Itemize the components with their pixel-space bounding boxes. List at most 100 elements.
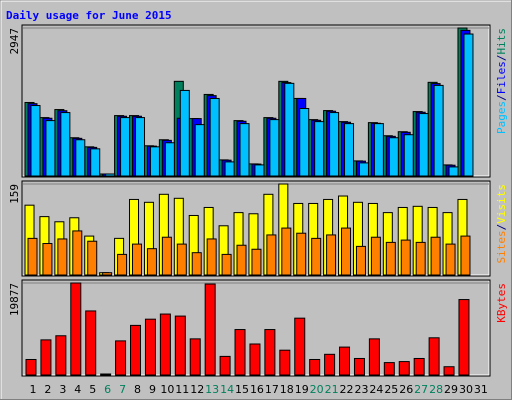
x-tick-label: 13 (205, 383, 219, 396)
chart-title: Daily usage for June 2015 (6, 9, 172, 22)
bar (430, 236, 441, 276)
legend-entry: KBytes (495, 283, 508, 323)
x-tick-label: 31 (474, 383, 488, 396)
bar (279, 349, 291, 376)
x-tick-label: 1 (30, 383, 37, 396)
x-tick-label: 30 (459, 383, 473, 396)
x-tick-label: 3 (59, 383, 66, 396)
x-tick-label: 15 (235, 383, 249, 396)
bar (45, 120, 56, 177)
x-tick-label: 12 (190, 383, 204, 396)
bar (353, 357, 365, 376)
bar (373, 123, 384, 177)
bar (443, 366, 455, 376)
bar (433, 84, 444, 177)
bar (75, 139, 86, 177)
bar (418, 113, 429, 177)
legend: Sites/Visits (495, 184, 508, 264)
x-tick-label: 6 (104, 383, 111, 396)
bar (174, 315, 186, 376)
bar (209, 97, 220, 177)
x-tick-label: 20 (310, 383, 324, 396)
bar (87, 240, 98, 276)
legend-separator: / (495, 94, 508, 101)
bar (85, 310, 97, 376)
x-tick-label: 28 (429, 383, 443, 396)
bar (115, 340, 127, 376)
y-tick-label: 159 (8, 184, 21, 204)
bar (266, 234, 277, 276)
bar (299, 108, 310, 177)
bar (281, 227, 292, 276)
bar (164, 142, 175, 177)
x-tick-label: 17 (265, 383, 279, 396)
bar (311, 237, 322, 276)
bar (296, 232, 307, 276)
bar (358, 162, 369, 177)
legend: KBytes (495, 283, 508, 323)
x-tick-label: 23 (354, 383, 368, 396)
x-tick-label: 29 (444, 383, 458, 396)
x-tick-label: 25 (384, 383, 398, 396)
bar (40, 339, 52, 376)
legend-entry: Files (495, 61, 508, 94)
bar (269, 119, 280, 177)
bar (120, 117, 131, 177)
bar (100, 373, 112, 376)
x-tick-label: 7 (119, 383, 126, 396)
legend: Pages/Files/Hits (495, 28, 508, 134)
bar (206, 238, 217, 276)
x-tick-label: 8 (134, 383, 141, 396)
bar (355, 245, 366, 276)
bar (57, 238, 68, 276)
bar (428, 337, 440, 376)
bar (204, 283, 216, 376)
bar (102, 272, 113, 276)
x-tick-label: 14 (220, 383, 234, 396)
x-tick-label: 10 (160, 383, 174, 396)
bar (249, 343, 261, 376)
bar (324, 353, 336, 376)
bar (415, 241, 426, 276)
x-tick-label: 27 (414, 383, 428, 396)
bar (146, 248, 157, 276)
bar (463, 33, 474, 177)
bar (70, 282, 82, 376)
x-tick-label: 2 (44, 383, 51, 396)
bar (309, 358, 321, 376)
bar (254, 164, 265, 177)
bar (368, 338, 380, 376)
bar (144, 318, 156, 376)
x-tick-label: 16 (250, 383, 264, 396)
bar (284, 82, 295, 177)
x-tick-label: 11 (175, 383, 189, 396)
bar (385, 241, 396, 276)
y-tick-label: 19877 (8, 283, 21, 316)
bar (159, 313, 171, 376)
bar (42, 243, 53, 276)
bar (60, 112, 71, 177)
legend-entry: Pages (495, 101, 508, 134)
legend-separator: / (495, 224, 508, 231)
bar (239, 123, 250, 177)
bar (25, 358, 37, 376)
bar (339, 346, 351, 376)
bar (398, 361, 410, 376)
bar (30, 105, 41, 177)
bar (314, 121, 325, 177)
bar (388, 137, 399, 177)
bar (236, 244, 247, 276)
bar (117, 253, 128, 276)
bar (326, 234, 337, 276)
bar (341, 227, 352, 276)
bar (344, 123, 355, 177)
bar (460, 235, 471, 276)
x-tick-label: 24 (369, 383, 383, 396)
bar (132, 243, 143, 276)
bar (329, 112, 340, 177)
bar (176, 243, 187, 276)
x-tick-label: 5 (89, 383, 96, 396)
bar (149, 146, 160, 177)
x-tick-label: 9 (149, 383, 156, 396)
